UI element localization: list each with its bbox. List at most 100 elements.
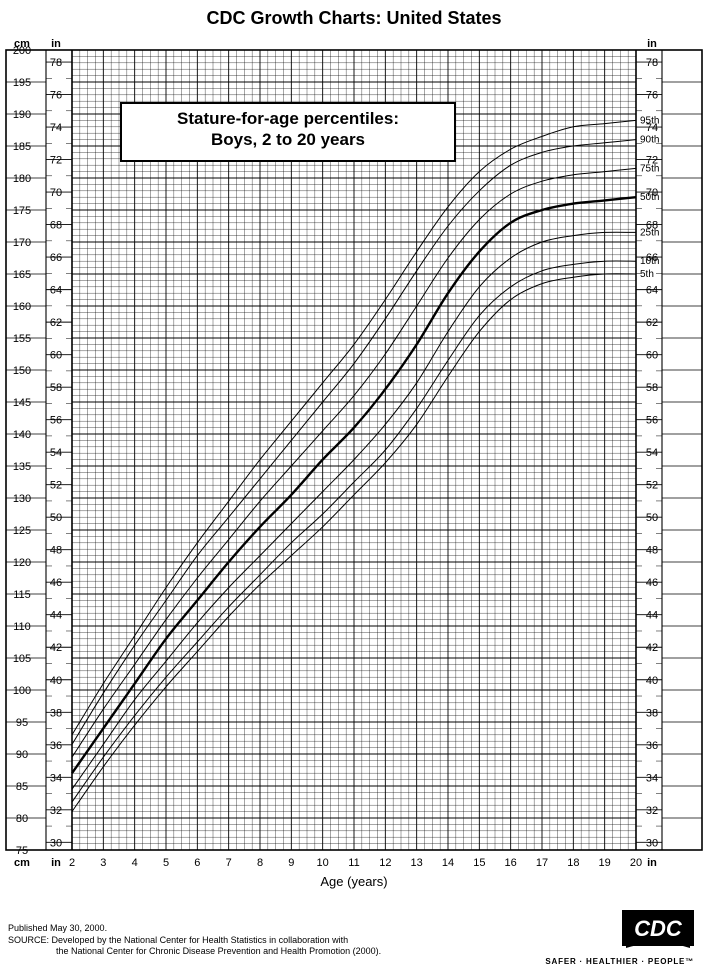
svg-text:115: 115 <box>13 589 31 601</box>
svg-text:11: 11 <box>348 857 359 869</box>
svg-text:180: 180 <box>13 173 31 185</box>
svg-text:76: 76 <box>646 90 658 102</box>
subtitle-box: Stature-for-age percentiles: Boys, 2 to … <box>120 102 456 162</box>
svg-text:40: 40 <box>646 675 658 687</box>
svg-text:32: 32 <box>50 805 62 817</box>
svg-text:135: 135 <box>13 461 31 473</box>
svg-text:125: 125 <box>13 525 31 537</box>
svg-text:30: 30 <box>50 837 62 849</box>
svg-text:52: 52 <box>646 480 658 492</box>
footer: Published May 30, 2000. SOURCE: Develope… <box>8 923 381 958</box>
svg-text:85: 85 <box>16 781 28 793</box>
svg-text:14: 14 <box>442 857 454 869</box>
svg-text:62: 62 <box>50 317 62 329</box>
svg-text:105: 105 <box>13 653 31 665</box>
svg-text:90: 90 <box>16 749 28 761</box>
svg-text:78: 78 <box>50 57 62 69</box>
svg-text:10th: 10th <box>640 256 659 267</box>
svg-text:46: 46 <box>646 577 658 589</box>
svg-text:34: 34 <box>50 772 62 784</box>
svg-text:48: 48 <box>50 545 62 557</box>
svg-text:60: 60 <box>50 350 62 362</box>
svg-text:155: 155 <box>13 333 31 345</box>
svg-text:95th: 95th <box>640 115 659 126</box>
svg-text:20: 20 <box>630 857 642 869</box>
svg-text:54: 54 <box>50 447 62 459</box>
svg-text:12: 12 <box>379 857 391 869</box>
svg-text:7: 7 <box>226 857 232 869</box>
svg-text:190: 190 <box>13 109 31 121</box>
svg-text:9: 9 <box>288 857 294 869</box>
svg-text:165: 165 <box>13 269 31 281</box>
svg-text:70: 70 <box>50 187 62 199</box>
svg-text:110: 110 <box>13 621 31 633</box>
svg-text:58: 58 <box>646 382 658 394</box>
svg-text:3: 3 <box>100 857 106 869</box>
svg-text:8: 8 <box>257 857 263 869</box>
svg-text:44: 44 <box>646 610 658 622</box>
svg-text:150: 150 <box>13 365 31 377</box>
svg-text:130: 130 <box>13 493 31 505</box>
svg-text:19: 19 <box>599 857 611 869</box>
svg-text:195: 195 <box>13 77 31 89</box>
subtitle-line1: Stature-for-age percentiles: <box>128 108 448 129</box>
svg-text:16: 16 <box>505 857 517 869</box>
footer-line1: Published May 30, 2000. <box>8 923 381 935</box>
svg-text:170: 170 <box>13 237 31 249</box>
svg-text:90th: 90th <box>640 135 659 146</box>
svg-text:13: 13 <box>411 857 423 869</box>
svg-text:CDC: CDC <box>634 916 683 941</box>
svg-text:56: 56 <box>646 415 658 427</box>
svg-text:185: 185 <box>13 141 31 153</box>
svg-text:175: 175 <box>13 205 31 217</box>
svg-text:80: 80 <box>16 813 28 825</box>
svg-text:cm: cm <box>14 38 30 50</box>
svg-text:100: 100 <box>13 685 31 697</box>
svg-text:40: 40 <box>50 675 62 687</box>
svg-text:in: in <box>647 38 657 50</box>
svg-text:48: 48 <box>646 545 658 557</box>
svg-text:25th: 25th <box>640 227 659 238</box>
svg-text:58: 58 <box>50 382 62 394</box>
svg-text:36: 36 <box>50 740 62 752</box>
svg-text:64: 64 <box>50 285 62 297</box>
svg-text:120: 120 <box>13 557 31 569</box>
svg-text:72: 72 <box>50 155 62 167</box>
svg-text:74: 74 <box>50 122 62 134</box>
svg-text:32: 32 <box>646 805 658 817</box>
svg-text:66: 66 <box>50 252 62 264</box>
growth-chart: 234567891011121314151617181920Age (years… <box>0 34 708 904</box>
logo-tagline: SAFER · HEALTHIER · PEOPLE™ <box>545 957 694 966</box>
svg-text:64: 64 <box>646 285 658 297</box>
svg-text:in: in <box>51 38 61 50</box>
svg-text:30: 30 <box>646 837 658 849</box>
svg-text:in: in <box>647 857 657 869</box>
svg-text:50: 50 <box>50 512 62 524</box>
svg-text:15: 15 <box>473 857 485 869</box>
svg-text:38: 38 <box>50 707 62 719</box>
svg-text:50: 50 <box>646 512 658 524</box>
svg-text:34: 34 <box>646 772 658 784</box>
svg-text:42: 42 <box>646 642 658 654</box>
svg-text:68: 68 <box>50 220 62 232</box>
svg-text:5th: 5th <box>640 269 654 280</box>
svg-text:17: 17 <box>536 857 548 869</box>
svg-text:54: 54 <box>646 447 658 459</box>
svg-text:36: 36 <box>646 740 658 752</box>
svg-text:78: 78 <box>646 57 658 69</box>
svg-text:2: 2 <box>69 857 75 869</box>
svg-text:4: 4 <box>132 857 138 869</box>
svg-text:Age (years): Age (years) <box>320 874 387 889</box>
svg-text:76: 76 <box>50 90 62 102</box>
svg-text:6: 6 <box>194 857 200 869</box>
svg-text:140: 140 <box>13 429 31 441</box>
svg-text:145: 145 <box>13 397 31 409</box>
svg-text:46: 46 <box>50 577 62 589</box>
page: CDC Growth Charts: United States 2345678… <box>0 0 708 976</box>
footer-line2: SOURCE: Developed by the National Center… <box>8 935 381 947</box>
svg-text:62: 62 <box>646 317 658 329</box>
footer-line3: the National Center for Chronic Disease … <box>8 946 381 958</box>
svg-text:95: 95 <box>16 717 28 729</box>
svg-text:44: 44 <box>50 610 62 622</box>
svg-text:52: 52 <box>50 480 62 492</box>
